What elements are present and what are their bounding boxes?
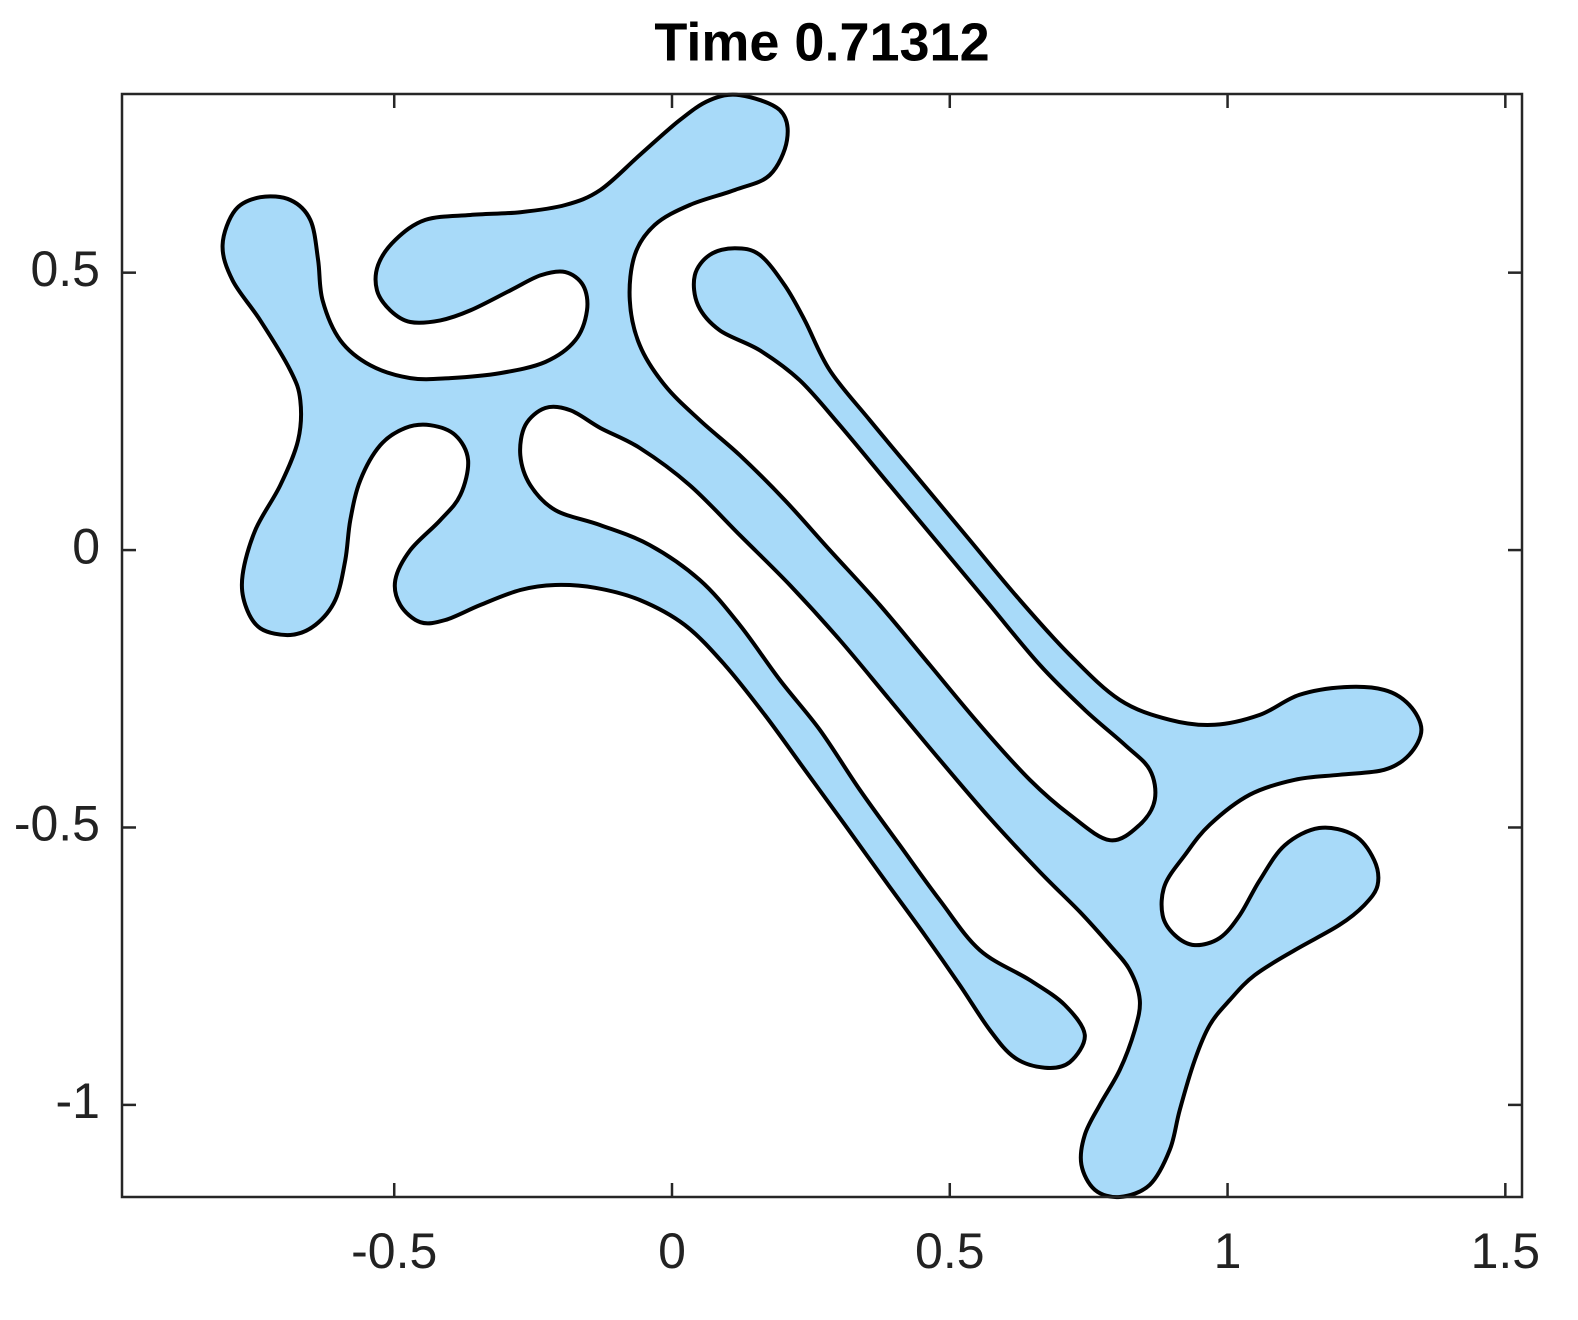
x-tick-label: 0 — [658, 1223, 686, 1279]
axes-box — [120, 92, 1524, 1199]
x-tick-label: 1 — [1214, 1223, 1242, 1279]
chart-title: Time 0.71312 — [654, 12, 989, 72]
y-tick-label: -0.5 — [14, 796, 100, 852]
y-tick-label: -1 — [56, 1073, 100, 1129]
y-tick-label: 0 — [72, 518, 100, 574]
y-tick-label: 0.5 — [30, 241, 100, 297]
shape — [220, 92, 1424, 1200]
x-tick-label: 1.5 — [1471, 1223, 1541, 1279]
x-tick-label: -0.5 — [351, 1223, 437, 1279]
x-tick-label: 0.5 — [915, 1223, 985, 1279]
